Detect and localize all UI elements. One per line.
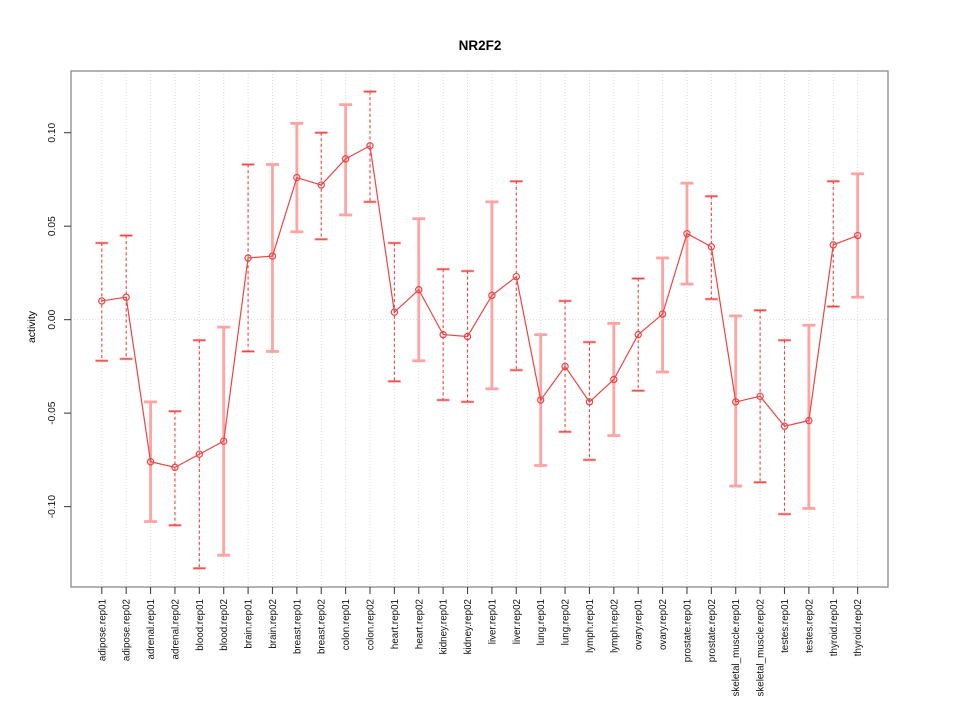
data-point-marker [707,243,716,251]
data-point-marker [853,231,862,240]
x-tick-label: brain.rep02 [268,599,279,649]
x-tick-label: heart.rep01 [390,599,401,649]
x-tick-label: brain.rep01 [244,599,255,649]
data-point-marker [293,173,301,182]
x-tick-label: liver.rep02 [512,599,523,644]
series-line [101,144,858,468]
data-point-marker [220,437,228,445]
data-point-marker [439,330,447,339]
x-tick-label: breast.rep01 [292,599,303,654]
y-tick-label: -0.10 [47,495,58,519]
x-tick-label: ovary.rep02 [658,599,669,650]
data-point-marker [634,330,642,339]
x-tick-label: adrenal.rep01 [146,599,157,659]
data-point-marker [171,463,179,472]
x-tick-label: thyroid.rep02 [853,599,864,656]
x-tick-label: liver.rep01 [487,599,498,644]
x-tick-label: prostate.rep02 [707,599,718,662]
data-point-marker [268,252,277,260]
x-tick-label: adrenal.rep02 [170,599,181,659]
data-point-marker [415,286,423,294]
x-tick-label: adipose.rep02 [122,599,133,661]
data-point-marker [512,272,520,281]
x-tick-label: testes.rep01 [780,599,791,653]
y-tick-label: 0.10 [47,122,58,142]
data-point-marker [561,362,569,371]
data-point-marker [536,396,545,404]
x-tick-label: thyroid.rep01 [829,599,840,656]
x-tick-label: heart.rep02 [414,599,425,649]
x-tick-label: skeletal_muscle.rep02 [756,599,767,696]
data-point-marker [122,293,130,301]
x-tick-label: adipose.rep01 [97,599,108,661]
x-tick-label: lymph.rep02 [609,599,620,653]
x-tick-label: ovary.rep01 [634,599,645,650]
data-point-marker [658,310,667,318]
x-tick-label: testes.rep02 [804,599,815,653]
data-point-marker [585,398,594,406]
data-point-marker [805,416,813,425]
data-point-marker [390,308,399,316]
data-point-marker [146,458,155,466]
data-point-marker [463,332,472,341]
x-tick-label: skeletal_muscle.rep01 [731,599,742,696]
x-tick-label: lung.rep01 [536,599,547,645]
data-point-marker [244,254,252,262]
data-point-marker [317,181,325,189]
y-tick-label: 0.05 [47,216,58,236]
x-tick-label: colon.rep01 [341,599,352,650]
x-tick-label: blood.rep01 [195,599,206,651]
data-point-marker [780,422,789,430]
data-point-marker [341,155,350,163]
data-point-marker [195,450,204,458]
data-point-marker [488,291,496,300]
x-tick-label: kidney.rep01 [439,599,450,654]
x-tick-label: kidney.rep02 [463,599,474,654]
data-point-marker [610,375,618,384]
data-point-marker [683,229,691,238]
x-tick-label: blood.rep02 [219,599,230,651]
y-tick-label: 0.00 [47,309,58,329]
x-tick-label: prostate.rep01 [682,599,693,662]
x-tick-label: lymph.rep01 [585,599,596,653]
data-point-marker [366,142,374,150]
x-tick-label: breast.rep02 [317,599,328,654]
data-point-marker [756,392,764,401]
plot-title: NR2F2 [458,38,502,53]
plot-frame [70,70,889,588]
data-point-marker [98,297,106,305]
data-point-marker [829,241,837,249]
y-tick-label: -0.05 [47,401,58,425]
data-point-marker [732,398,740,406]
x-tick-label: lung.rep02 [561,599,572,645]
x-tick-label: colon.rep02 [366,599,377,650]
